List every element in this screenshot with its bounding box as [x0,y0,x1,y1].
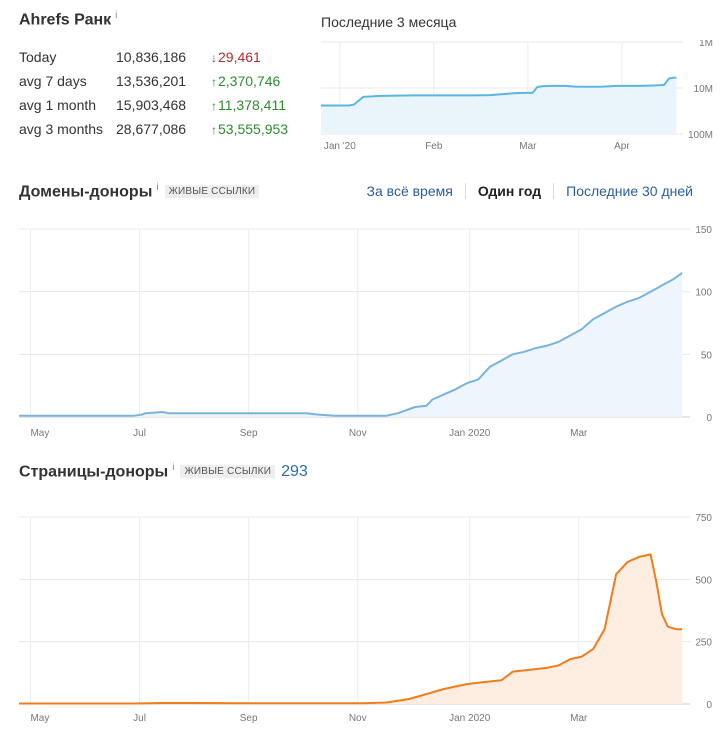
rank-title-text: Ahrefs Ранк [19,11,112,29]
y-tick-label: 50 [701,350,713,361]
info-icon[interactable]: i [172,462,175,473]
tab-divider [464,183,466,199]
x-tick-label: Sep [240,713,258,724]
rank-title: Ahrefs Ранк i [19,10,117,29]
rank-row-change: ↑53,555,953 [211,121,288,137]
arrow-down-icon: ↓ [211,51,217,65]
x-tick-label: Mar [519,141,537,152]
series-line [19,272,683,417]
x-tick-label: May [30,713,49,724]
rank-chart: 1M 10M 100M Jan '20 Feb Mar Apr [321,40,713,152]
x-tick-label: Apr [614,141,630,152]
x-tick-label: Nov [349,713,367,724]
series-area [321,77,677,134]
pages-title: Страницы-доноры i ЖИВЫЕ ССЫЛКИ 293 [19,462,308,481]
y-tick-label: 10M [694,84,713,95]
info-icon[interactable]: i [156,182,159,193]
rank-row-change-value: 29,461 [218,49,261,65]
pages-title-text: Страницы-доноры [19,463,169,481]
series-area [19,554,683,704]
x-tick-label: Jan 2020 [449,428,491,439]
domains-title: Домены-доноры i ЖИВЫЕ ССЫЛКИ [19,182,260,201]
tab-divider [553,183,555,199]
x-tick-label: Sep [240,428,258,439]
live-links-badge: ЖИВЫЕ ССЫЛКИ [180,465,276,479]
arrow-up-icon: ↑ [211,123,217,137]
pages-count-link[interactable]: 293 [281,463,308,481]
rank-row-value: 10,836,186 [116,49,187,65]
y-tick-label: 150 [695,225,712,236]
series-line [19,553,683,705]
domains-chart: 150 100 50 0 May Jul Sep Nov Jan 2020 Mar [19,225,713,439]
live-links-badge: ЖИВЫЕ ССЫЛКИ [164,185,260,199]
y-tick-label: 750 [695,513,712,524]
y-tick-label: 0 [706,413,712,424]
arrow-up-icon: ↑ [211,75,217,89]
y-tick-label: 0 [706,700,712,711]
period-tabs: За всё время Один год Последние 30 дней [367,183,693,199]
rank-row-change-value: 53,555,953 [218,121,289,137]
domains-title-text: Домены-доноры [19,183,153,201]
rank-row-change: ↑2,370,746 [211,73,280,89]
tab-all-time[interactable]: За всё время [366,183,453,199]
x-tick-label: Jul [133,713,146,724]
x-tick-label: Jul [133,428,146,439]
tab-one-year[interactable]: Один год [477,183,542,199]
x-tick-label: May [30,428,49,439]
series-line [321,76,677,107]
rank-row-label: Today [19,49,57,65]
rank-row-change: ↑11,378,411 [211,97,286,113]
rank-row-change-value: 2,370,746 [218,73,281,89]
rank-row-change-value: 11,378,411 [218,97,286,113]
rank-row-value: 15,903,468 [116,97,187,113]
series-area [19,272,683,417]
x-tick-label: Jan 2020 [449,713,491,724]
rank-row-label: avg 1 month [19,97,97,113]
rank-row-label: avg 3 months [19,121,104,137]
pages-chart: 750 500 250 0 May Jul Sep Nov Jan 2020 Mar [19,513,712,724]
rank-row-value: 28,677,086 [116,121,187,137]
rank-row-label: avg 7 days [19,73,87,89]
y-tick-label: 1M [699,40,713,49]
x-tick-label: Feb [425,141,443,152]
x-tick-label: Jan '20 [324,141,356,152]
arrow-up-icon: ↑ [211,99,217,113]
y-tick-label: 250 [695,638,712,649]
y-tick-label: 500 [695,575,712,586]
rank-row-change: ↓29,461 [211,49,261,65]
info-icon[interactable]: i [115,10,118,21]
y-tick-label: 100 [695,288,712,299]
rank-row-value: 13,536,201 [116,73,187,89]
y-tick-label: 100M [688,130,713,141]
x-tick-label: Mar [570,713,588,724]
tab-last-30-days[interactable]: Последние 30 дней [566,183,693,199]
x-tick-label: Nov [349,428,367,439]
x-tick-label: Mar [570,428,588,439]
rank-period-label: Последние 3 месяца [321,14,457,30]
